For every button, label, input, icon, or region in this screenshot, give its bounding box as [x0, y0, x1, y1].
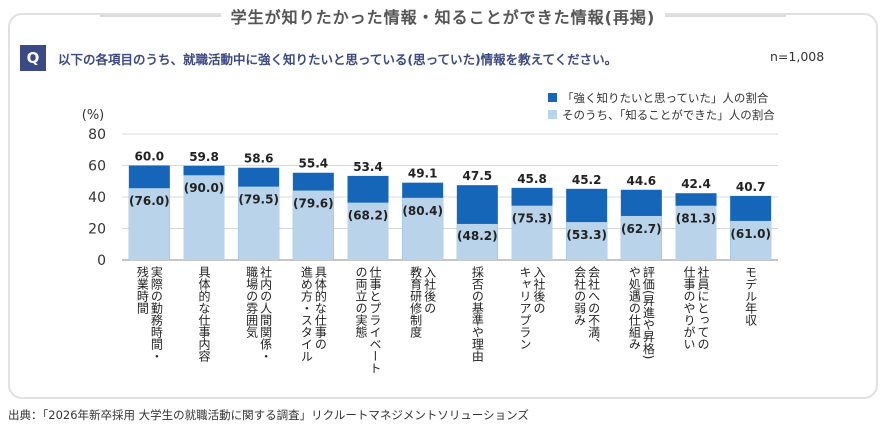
data-label-total: 49.1	[408, 167, 438, 181]
category-label: 入社後の	[532, 266, 546, 314]
y-tick-label: 40	[88, 190, 106, 206]
data-label-total: 42.4	[681, 177, 711, 191]
category-label: 入社後の	[423, 266, 437, 314]
category-label: キャリアプラン	[518, 266, 532, 350]
bar-inner	[730, 220, 772, 260]
legend-label: そのうち、「知ることができた」人の割合	[562, 108, 775, 122]
data-label-total: 58.6	[244, 152, 274, 166]
title-area: 学生が知りたかった情報・知ることができた情報(再掲)	[0, 2, 886, 27]
category-label: 仕事のやりがい	[682, 266, 696, 350]
data-label-total: 53.4	[353, 160, 383, 174]
bar-inner	[511, 205, 553, 260]
bar-inner	[675, 205, 717, 260]
y-tick-label: 60	[88, 159, 106, 175]
data-label-total: 55.4	[299, 157, 329, 171]
category-label: モデル年収	[744, 266, 758, 327]
data-label-known: (76.0)	[129, 194, 170, 208]
category-label: 仕事とプライベート	[368, 266, 382, 374]
legend-label: 「強く知りたいと思っていた」人の割合	[562, 91, 769, 105]
data-label-total: 45.8	[517, 172, 547, 186]
sample-size: n=1,008	[770, 49, 825, 64]
y-tick-label: 20	[88, 222, 106, 238]
category-label: 実際の勤務時間・	[149, 265, 163, 362]
bar-chart: 0 20 40 60 80 (%) 「強く知りたいと思っていた」人の割合そのうち、「知ること…	[82, 91, 778, 374]
category-label: 残業時間	[135, 266, 149, 314]
data-label-known: (68.2)	[348, 209, 389, 223]
data-label-known: (79.6)	[293, 197, 334, 211]
bar-inner	[456, 223, 498, 260]
legend-swatch	[548, 93, 557, 102]
data-label-known: (80.4)	[402, 204, 443, 218]
category-label: 職場の雰囲気	[245, 266, 259, 339]
data-label-total: 59.8	[189, 150, 219, 164]
bar-inner	[347, 202, 389, 260]
source-note: 出典：「2026年新卒採用 大学生の就職活動に関する調査」リクルートマネジメント…	[8, 408, 529, 422]
bar-inner	[292, 190, 334, 260]
y-axis-label: (%)	[82, 108, 105, 123]
data-label-known: (61.0)	[730, 227, 771, 241]
bar-inner	[183, 175, 225, 260]
data-label-known: (90.0)	[184, 181, 225, 195]
data-label-known: (62.7)	[621, 222, 662, 236]
category-label: や処遇の仕組み	[627, 266, 641, 350]
data-label-total: 60.0	[135, 150, 165, 164]
category-label: 進め方・スタイル	[299, 266, 313, 362]
category-label: 会社の弱み	[573, 266, 587, 326]
category-label: 採否の基準や理由	[470, 266, 484, 362]
data-label-known: (81.3)	[676, 212, 717, 226]
data-label-known: (79.5)	[238, 193, 279, 207]
data-label-total: 44.6	[627, 174, 657, 188]
category-label: の両立の実態	[354, 266, 368, 338]
data-label-total: 47.5	[463, 169, 493, 183]
page-title: 学生が知りたかった情報・知ることができた情報(再掲)	[220, 8, 666, 27]
category-label: 会社への不満、	[587, 266, 601, 350]
question-text: 以下の各項目のうち、就職活動中に強く知りたいと思っている(思っていた)情報を教え…	[58, 52, 618, 67]
bar-inner	[238, 186, 280, 260]
data-label-known: (75.3)	[512, 212, 553, 226]
category-label: 評価(昇進や昇格)	[641, 265, 655, 360]
y-tick-label: 0	[97, 253, 106, 269]
category-label: 具体的な仕事の	[313, 266, 327, 350]
bar-inner	[402, 197, 444, 260]
data-label-known: (48.2)	[457, 229, 498, 243]
category-label: 社員にとっての	[696, 265, 710, 350]
legend-swatch	[548, 110, 557, 119]
bar-inner	[566, 222, 608, 260]
category-label: 社内の人間関係・	[259, 265, 273, 362]
data-label-total: 45.2	[572, 173, 602, 187]
data-label-known: (53.3)	[566, 228, 607, 242]
category-label: 教育研修制度	[409, 265, 423, 338]
category-label: 具体的な仕事内容	[197, 266, 211, 363]
bar-inner	[620, 215, 662, 260]
y-tick-label: 80	[88, 127, 106, 143]
question-badge: Q	[20, 45, 46, 71]
bar-inner	[128, 188, 170, 260]
data-label-total: 40.7	[736, 180, 766, 194]
